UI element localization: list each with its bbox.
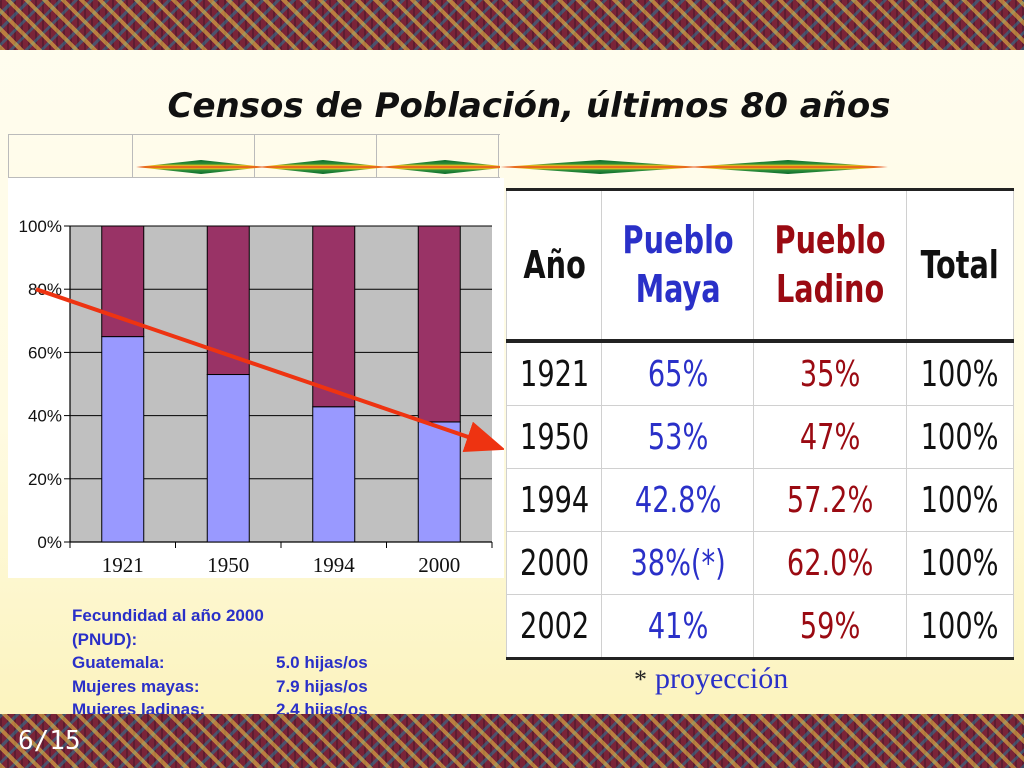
header-total: Total	[914, 189, 1006, 343]
bar-segment-ladino	[206, 225, 250, 376]
bar-segment-maya	[101, 336, 145, 543]
trend-arrow	[35, 287, 504, 452]
y-tick-label: 40%	[28, 407, 62, 426]
table-row: 1994 42.8% 57.2% 100%	[507, 468, 1014, 532]
textile-diamond-icon	[380, 160, 500, 174]
cell-ladino: 57.2%	[765, 468, 895, 532]
slide-title: Censos de Población, últimos 80 años	[167, 86, 891, 126]
cell-total: 100%	[914, 594, 1006, 659]
bar-segment-maya	[312, 406, 356, 543]
woven-textile-band-top	[0, 0, 1024, 50]
table-header-row: Año Pueblo Maya Pueblo Ladino Total	[507, 189, 1014, 343]
cell-year: 1994	[513, 468, 595, 532]
page-number: 6/15	[18, 726, 81, 756]
cell-total: 100%	[914, 531, 1006, 595]
asterisk-mark: *	[634, 665, 647, 694]
cell-year: 1950	[513, 405, 595, 469]
cell-year: 2002	[513, 594, 595, 659]
cell-maya: 38%(*)	[613, 531, 743, 595]
decorative-strip	[8, 134, 500, 178]
cell-maya: 42.8%	[613, 468, 743, 532]
cell-maya: 41%	[613, 594, 743, 659]
y-tick-label: 100%	[19, 217, 62, 236]
textile-diamond-icon	[136, 160, 266, 174]
x-category-label: 1921	[102, 553, 144, 577]
y-tick-label: 20%	[28, 470, 62, 489]
table-row: 2002 41% 59% 100%	[507, 594, 1014, 659]
cell-year: 2000	[513, 531, 595, 595]
bar-segment-maya	[206, 374, 250, 543]
bar-segment-ladino	[312, 225, 356, 408]
woven-textile-band-bottom	[0, 714, 1024, 768]
population-bar-chart: 0% 20% 40% 60% 80% 100% 1921 1950 1994 2000	[8, 178, 504, 578]
cell-ladino: 35%	[765, 340, 895, 406]
cell-total: 100%	[914, 468, 1006, 532]
x-category-label: 2000	[418, 553, 460, 577]
cell-maya: 65%	[613, 340, 743, 406]
fertility-source: (PNUD):	[72, 629, 138, 649]
fertility-row: Mujeres mayas: 7.9 hijas/os	[72, 675, 512, 699]
fertility-note: Fecundidad al año 2000 (PNUD): Guatemala…	[72, 604, 512, 722]
chart-canvas: 0%20%40%60%80%100%1921 1950 1994 2000	[8, 178, 504, 578]
textile-diamond-icon	[258, 160, 388, 174]
bar-segment-maya	[417, 421, 461, 543]
fertility-label: Mujeres mayas:	[72, 676, 200, 696]
fertility-row: Guatemala: 5.0 hijas/os	[72, 651, 512, 675]
textile-diamond-icon	[688, 160, 888, 174]
cell-ladino: 62.0%	[765, 531, 895, 595]
table-row: 1950 53% 47% 100%	[507, 405, 1014, 469]
cell-maya: 53%	[613, 405, 743, 469]
textile-diamond-icon	[500, 160, 700, 174]
fertility-value: 5.0 hijas/os	[276, 653, 368, 672]
cell-total: 100%	[914, 405, 1006, 469]
header-year: Año	[513, 189, 595, 343]
y-tick-label: 0%	[37, 533, 62, 552]
bar-segment-ladino	[417, 225, 461, 423]
x-category-label: 1950	[207, 553, 249, 577]
header-pueblo-maya: Pueblo Maya	[613, 189, 743, 343]
census-table: Año Pueblo Maya Pueblo Ladino Total 1921 6…	[506, 188, 1014, 660]
projection-footnote: * proyección	[634, 662, 788, 696]
cell-ladino: 59%	[765, 594, 895, 659]
fertility-heading: Fecundidad al año 2000	[72, 606, 264, 625]
cell-year: 1921	[513, 340, 595, 406]
x-category-label: 1994	[313, 553, 356, 577]
table-row: 1921 65% 35% 100%	[507, 340, 1014, 406]
footnote-text: proyección	[655, 662, 789, 695]
cell-total: 100%	[914, 340, 1006, 406]
header-pueblo-ladino: Pueblo Ladino	[765, 189, 895, 343]
y-tick-label: 60%	[28, 343, 62, 362]
fertility-value: 7.9 hijas/os	[276, 676, 368, 696]
fertility-label: Guatemala:	[72, 653, 165, 672]
table-row: 2000 38%(*) 62.0% 100%	[507, 531, 1014, 595]
cell-ladino: 47%	[765, 405, 895, 469]
